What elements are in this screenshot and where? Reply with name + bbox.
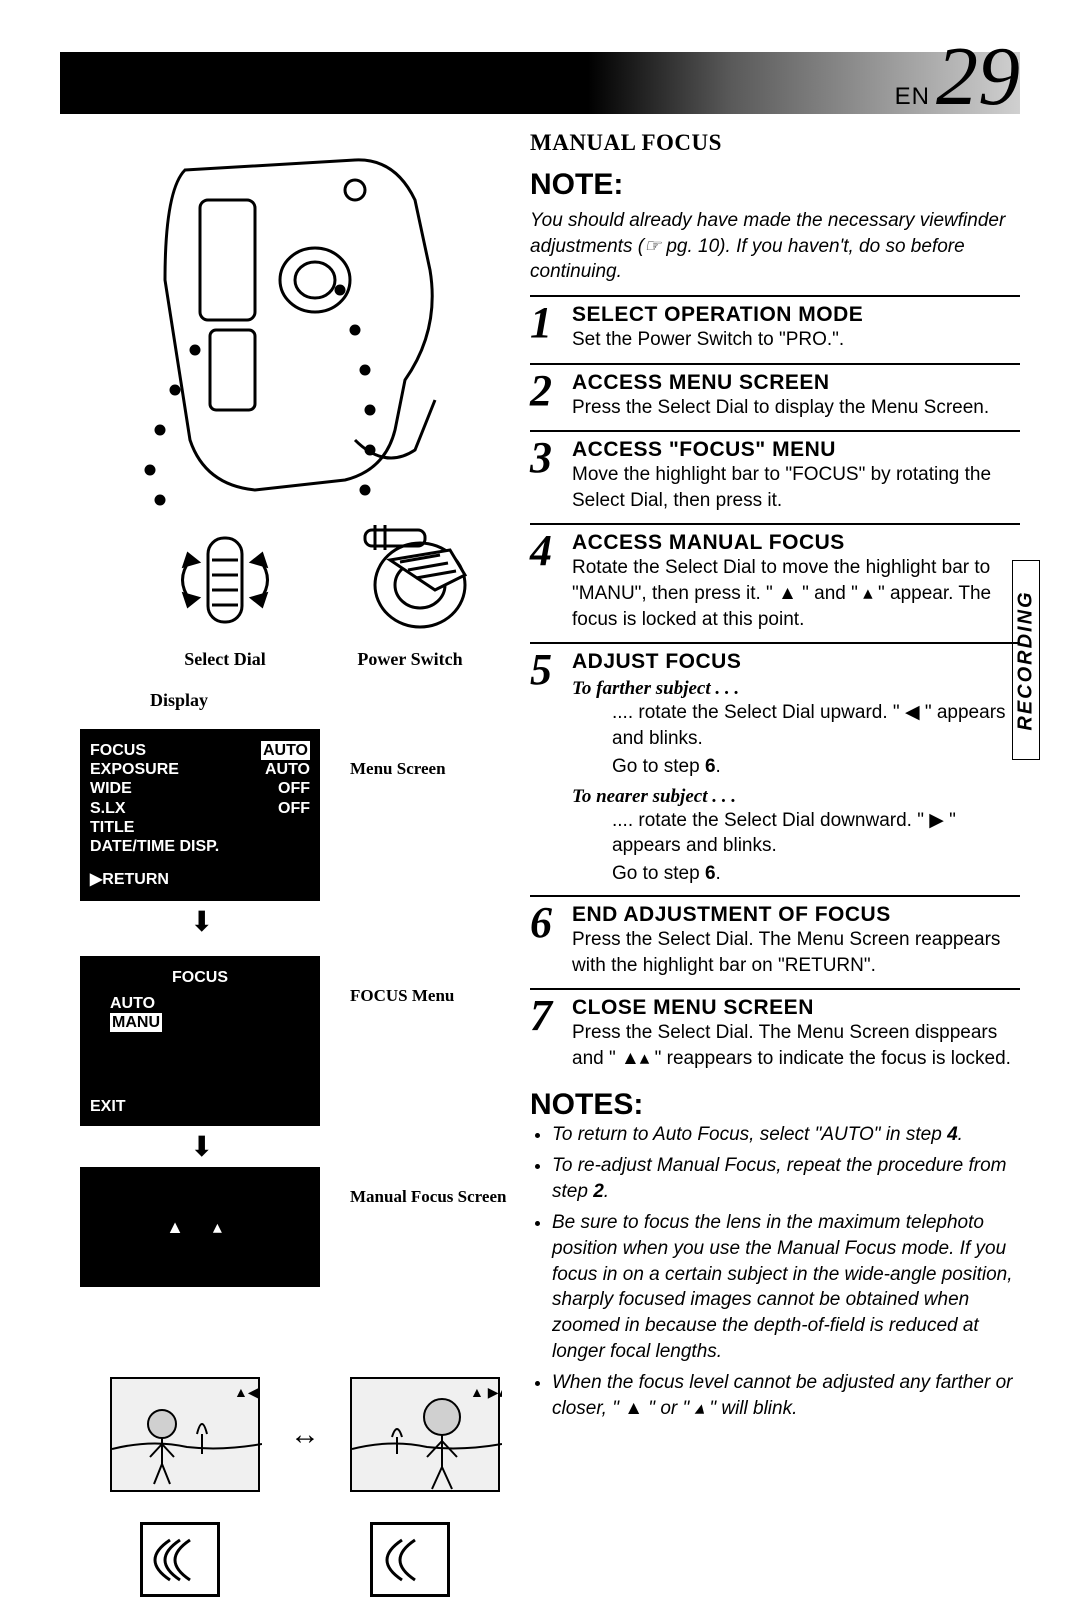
note-text: You should already have made the necessa… <box>530 208 1020 285</box>
menu-screen-row: S.LXOFF <box>90 799 310 818</box>
step-7: 7 CLOSE MENU SCREEN Press the Select Dia… <box>530 996 1020 1071</box>
step5-farther-heading: To farther subject . . . <box>572 678 1020 700</box>
divider <box>530 988 1020 990</box>
step: 3 ACCESS "FOCUS" MENUMove the highlight b… <box>530 438 1020 513</box>
divider <box>530 295 1020 297</box>
menu-screen-row: WIDEOFF <box>90 779 310 798</box>
divider <box>530 363 1020 365</box>
page-lang: EN <box>895 83 930 111</box>
select-dial-illustration: Select Dial <box>170 520 280 670</box>
step-number: 2 <box>530 371 562 421</box>
step-number: 5 <box>530 650 562 885</box>
step5-farther-goto: Go to step 6. <box>612 756 1020 778</box>
step-title: SELECT OPERATION MODE <box>572 303 1020 327</box>
step5-nearer-text: .... rotate the Select Dial downward. " … <box>612 808 1020 859</box>
double-arrow-icon: ↔ <box>290 1418 320 1452</box>
step-title: ADJUST FOCUS <box>572 650 1020 674</box>
power-switch-label: Power Switch <box>340 649 480 670</box>
divider <box>530 895 1020 897</box>
menu-screen-caption: Menu Screen <box>350 759 446 779</box>
menu-screen-row: TITLE <box>90 818 310 837</box>
arrow-down-icon: ⬇ <box>190 905 510 938</box>
step-title: CLOSE MENU SCREEN <box>572 996 1020 1020</box>
step-5: 5 ADJUST FOCUS To farther subject . . . … <box>530 650 1020 885</box>
step-text: Move the highlight bar to "FOCUS" by rot… <box>572 462 1020 513</box>
focus-panel-near: ▲ ▶▴ <box>350 1377 500 1492</box>
camcorder-illustration <box>95 130 475 530</box>
page-header-gradient <box>60 52 1020 114</box>
menu-screen-row: DATE/TIME DISP. <box>90 837 310 856</box>
step: 4 ACCESS MANUAL FOCUSRotate the Select Di… <box>530 531 1020 632</box>
divider <box>530 430 1020 432</box>
step-text: Press the Select Dial. The Menu Screen r… <box>572 927 1020 978</box>
step: 2 ACCESS MENU SCREENPress the Select Dial… <box>530 371 1020 421</box>
step-title: END ADJUSTMENT OF FOCUS <box>572 903 1020 927</box>
lens-tele-icon <box>370 1522 450 1597</box>
notes-list-item: To return to Auto Focus, select "AUTO" i… <box>552 1122 1020 1148</box>
step-text: Rotate the Select Dial to move the highl… <box>572 555 1020 632</box>
power-switch-illustration: Power Switch <box>340 520 480 670</box>
step5-nearer-goto: Go to step 6. <box>612 863 1020 885</box>
notes-list-item: To re-adjust Manual Focus, repeat the pr… <box>552 1153 1020 1204</box>
step-text: Set the Power Switch to "PRO.". <box>572 327 1020 353</box>
section-heading: MANUAL FOCUS <box>530 130 1020 156</box>
divider <box>530 642 1020 644</box>
menu-screen-row: FOCUSAUTO <box>90 741 310 760</box>
menu-screen-row: EXPOSUREAUTO <box>90 760 310 779</box>
step-number: 1 <box>530 303 562 353</box>
manual-focus-screen-box: ▲ ▴ <box>80 1167 320 1287</box>
divider <box>530 523 1020 525</box>
select-dial-label: Select Dial <box>170 649 280 670</box>
step-number: 3 <box>530 438 562 513</box>
right-column: MANUAL FOCUS NOTE: You should already ha… <box>530 130 1020 1428</box>
focus-menu-box: FOCUS AUTO MANU EXIT <box>80 956 320 1126</box>
focus-menu-caption: FOCUS Menu <box>350 986 454 1006</box>
menu-screen-box: FOCUSAUTOEXPOSUREAUTOWIDEOFFS.LXOFFTITLE… <box>80 729 320 901</box>
lens-diagrams <box>140 1522 510 1597</box>
step-title: ACCESS "FOCUS" MENU <box>572 438 1020 462</box>
focus-menu-exit: EXIT <box>90 1097 126 1116</box>
notes-list-item: When the focus level cannot be adjusted … <box>552 1370 1020 1421</box>
step-number: 7 <box>530 996 562 1071</box>
step: 1 SELECT OPERATION MODESet the Power Swit… <box>530 303 1020 353</box>
display-label: Display <box>150 690 510 711</box>
lens-wide-icon <box>140 1522 220 1597</box>
left-column: Select Dial Power Switch Display FOCUSAU… <box>60 130 510 1597</box>
notes-list: To return to Auto Focus, select "AUTO" i… <box>530 1122 1020 1422</box>
notes-list-item: Be sure to focus the lens in the maximum… <box>552 1210 1020 1364</box>
step5-farther-text: .... rotate the Select Dial upward. " ◀ … <box>612 700 1020 751</box>
step-number: 6 <box>530 903 562 978</box>
focus-menu-title: FOCUS <box>90 968 310 987</box>
note-heading: NOTE: <box>530 168 1020 202</box>
focus-panel-far: ▲◀ ▴ <box>110 1377 260 1492</box>
step-number: 4 <box>530 531 562 632</box>
notes-heading: NOTES: <box>530 1088 1020 1122</box>
svg-text:▲◀ ▴: ▲◀ ▴ <box>234 1384 262 1400</box>
step-text: Press the Select Dial. The Menu Screen d… <box>572 1020 1020 1071</box>
focus-menu-manu: MANU <box>110 1013 162 1032</box>
menu-screen-return: ▶RETURN <box>90 870 310 889</box>
step-title: ACCESS MANUAL FOCUS <box>572 531 1020 555</box>
manual-focus-icons: ▲ ▴ <box>80 1217 320 1238</box>
focus-comparison: ▲◀ ▴ ↔ ▲ ▶▴ <box>110 1377 510 1492</box>
svg-text:▲ ▶▴: ▲ ▶▴ <box>470 1384 502 1400</box>
arrow-down-icon: ⬇ <box>190 1130 510 1163</box>
page-num: 29 <box>936 35 1020 119</box>
manual-focus-caption: Manual Focus Screen <box>350 1187 530 1207</box>
step-text: Press the Select Dial to display the Men… <box>572 395 1020 421</box>
step-title: ACCESS MENU SCREEN <box>572 371 1020 395</box>
focus-menu-auto: AUTO <box>110 994 310 1013</box>
step-6: 6 END ADJUSTMENT OF FOCUS Press the Sele… <box>530 903 1020 978</box>
page-number: EN 29 <box>895 35 1020 119</box>
step5-nearer-heading: To nearer subject . . . <box>572 786 1020 808</box>
